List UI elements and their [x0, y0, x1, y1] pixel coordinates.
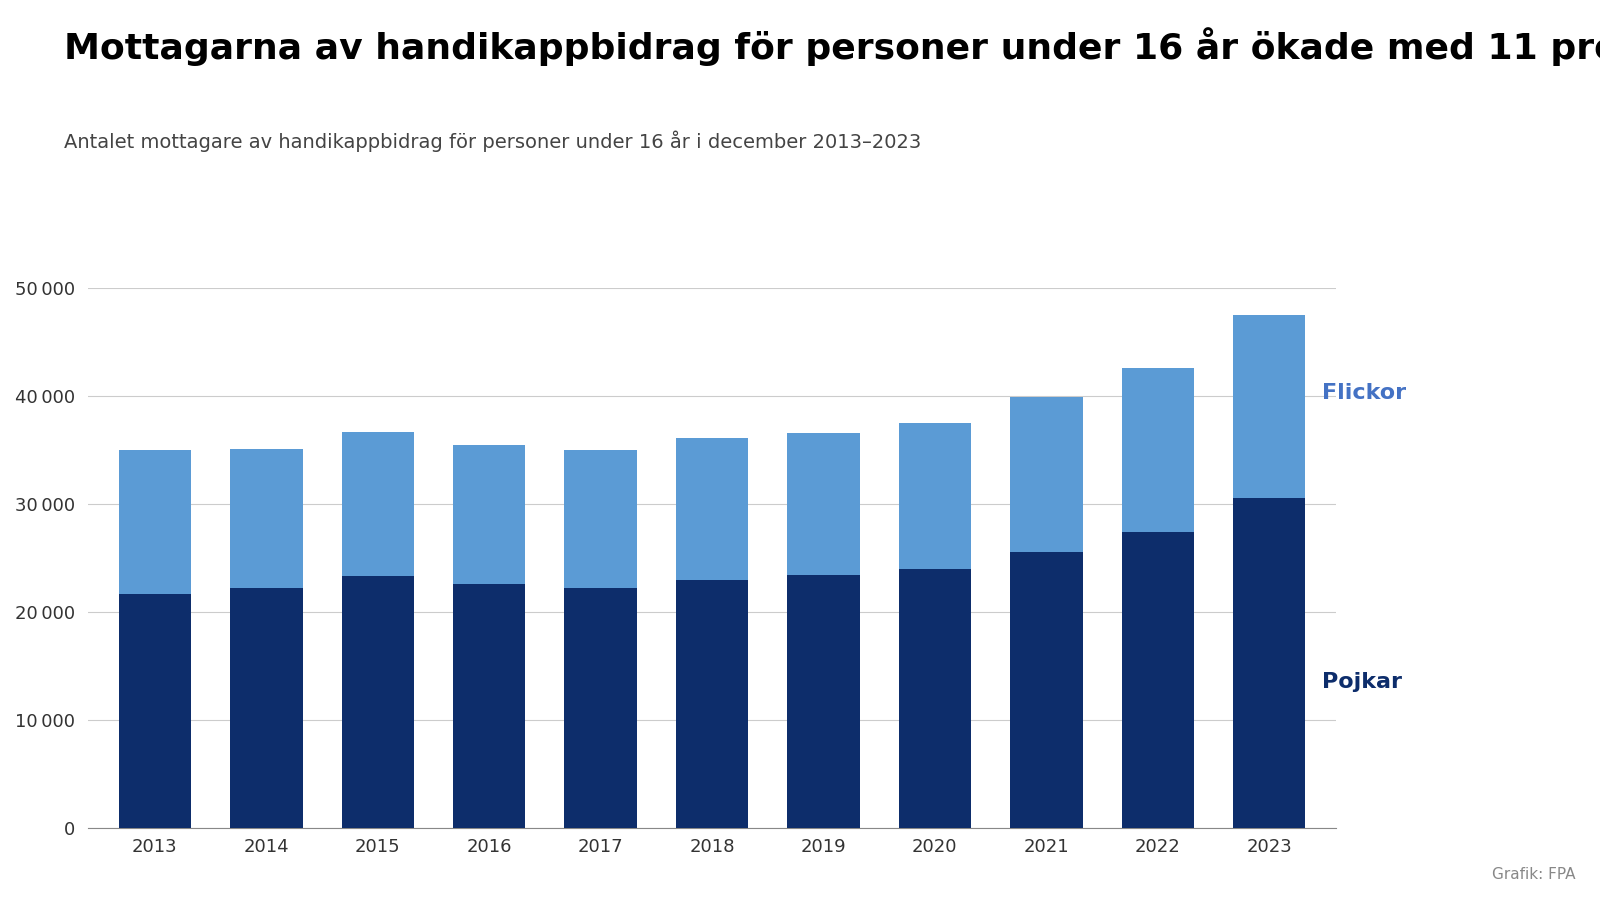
- Text: Grafik: FPA: Grafik: FPA: [1493, 867, 1576, 882]
- Bar: [341, 432, 414, 576]
- Bar: [1010, 397, 1083, 552]
- Bar: [1234, 315, 1306, 498]
- Bar: [118, 594, 190, 828]
- Bar: [1010, 552, 1083, 828]
- Bar: [230, 589, 302, 828]
- Bar: [899, 423, 971, 569]
- Text: Antalet mottagare av handikappbidrag för personer under 16 år i december 2013–20: Antalet mottagare av handikappbidrag för…: [64, 130, 922, 152]
- Bar: [899, 569, 971, 828]
- Bar: [565, 450, 637, 589]
- Bar: [230, 449, 302, 589]
- Bar: [565, 589, 637, 828]
- Text: Flickor: Flickor: [1322, 383, 1406, 403]
- Bar: [787, 575, 859, 828]
- Bar: [453, 584, 525, 828]
- Text: Pojkar: Pojkar: [1322, 672, 1402, 692]
- Bar: [1234, 498, 1306, 828]
- Bar: [1122, 368, 1194, 532]
- Bar: [675, 580, 749, 828]
- Bar: [341, 576, 414, 828]
- Text: Mottagarna av handikappbidrag för personer under 16 år ökade med 11 procent 2023: Mottagarna av handikappbidrag för person…: [64, 27, 1600, 66]
- Bar: [787, 433, 859, 575]
- Bar: [675, 438, 749, 580]
- Bar: [453, 445, 525, 584]
- Bar: [1122, 532, 1194, 828]
- Bar: [118, 450, 190, 594]
